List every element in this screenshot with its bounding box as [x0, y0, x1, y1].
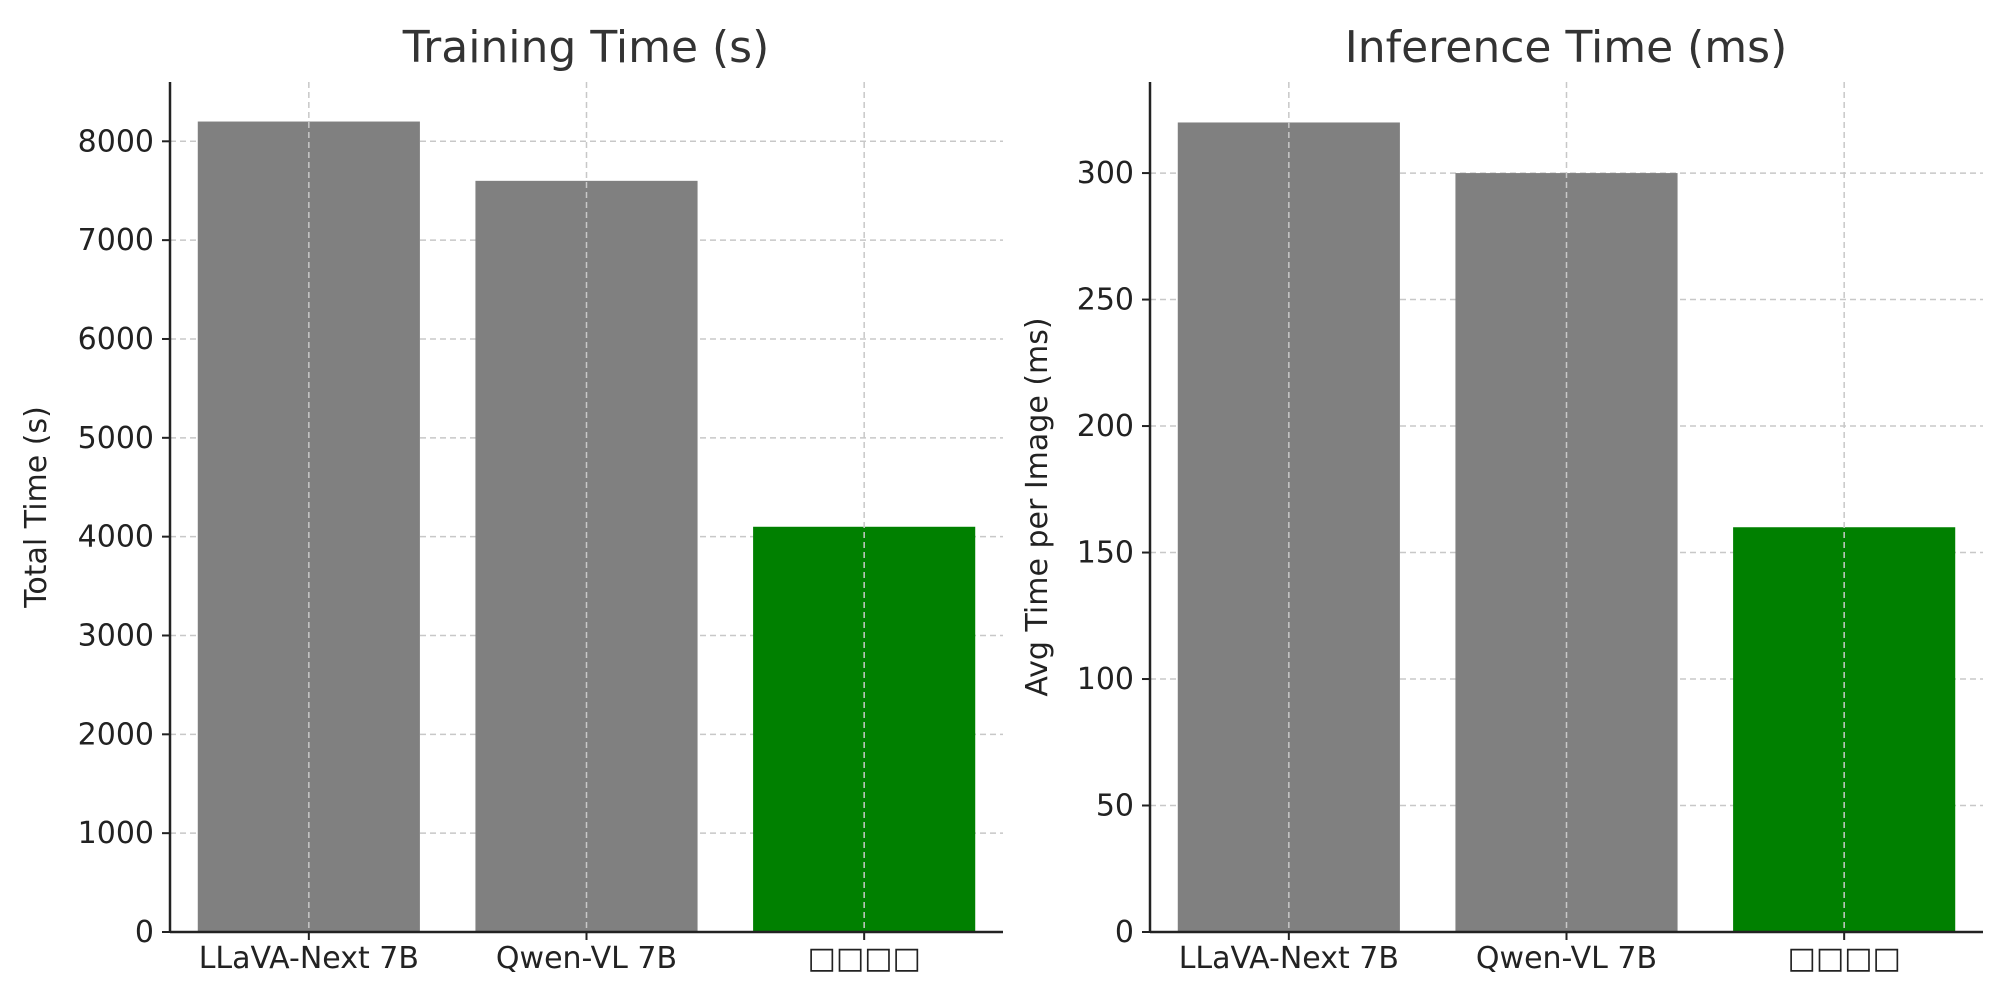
training-ytick-label-5: 5000 — [78, 421, 154, 456]
training-time-chart: 0 1000 2000 3000 4000 5000 6000 7000 8000 LLaVA-N… — [19, 22, 1003, 976]
training-xtick-label-1: Qwen-VL 7B — [496, 941, 677, 976]
training-ytick-label-4: 4000 — [78, 520, 154, 555]
training-chart-title: Training Time (s) — [402, 22, 770, 73]
inference-y-axis-label: Avg Time per Image (ms) — [1020, 317, 1055, 696]
training-ytick-label-3: 3000 — [78, 618, 154, 653]
training-y-axis-label: Total Time (s) — [19, 406, 54, 609]
training-xtick-label-2: □□□□ — [807, 941, 920, 976]
inference-xtick-label-1: Qwen-VL 7B — [1476, 941, 1657, 976]
inference-xtick-label-2: □□□□ — [1787, 941, 1900, 976]
inference-xtick-label-0: LLaVA-Next 7B — [1179, 941, 1399, 976]
inference-ytick-label-6: 300 — [1077, 156, 1134, 191]
training-xtick-label-0: LLaVA-Next 7B — [199, 941, 419, 976]
training-ytick-label-2: 2000 — [78, 717, 154, 752]
inference-ytick-label-1: 50 — [1096, 789, 1134, 824]
inference-ytick-label-0: 0 — [1115, 915, 1134, 950]
inference-time-chart: 0 50 100 150 200 250 300 LLaVA-Next 7B Qwen-VL 7… — [1020, 22, 1983, 976]
training-ytick-label-6: 6000 — [78, 322, 154, 357]
inference-ytick-label-3: 150 — [1077, 536, 1134, 571]
inference-ytick-label-4: 200 — [1077, 409, 1134, 444]
training-ytick-label-7: 7000 — [78, 223, 154, 258]
inference-chart-title: Inference Time (ms) — [1345, 22, 1788, 73]
inference-ytick-label-2: 100 — [1077, 662, 1134, 697]
training-ytick-label-0: 0 — [135, 915, 154, 950]
inference-ytick-label-5: 250 — [1077, 283, 1134, 318]
training-ytick-label-8: 8000 — [78, 124, 154, 159]
training-ytick-label-1: 1000 — [78, 816, 154, 851]
